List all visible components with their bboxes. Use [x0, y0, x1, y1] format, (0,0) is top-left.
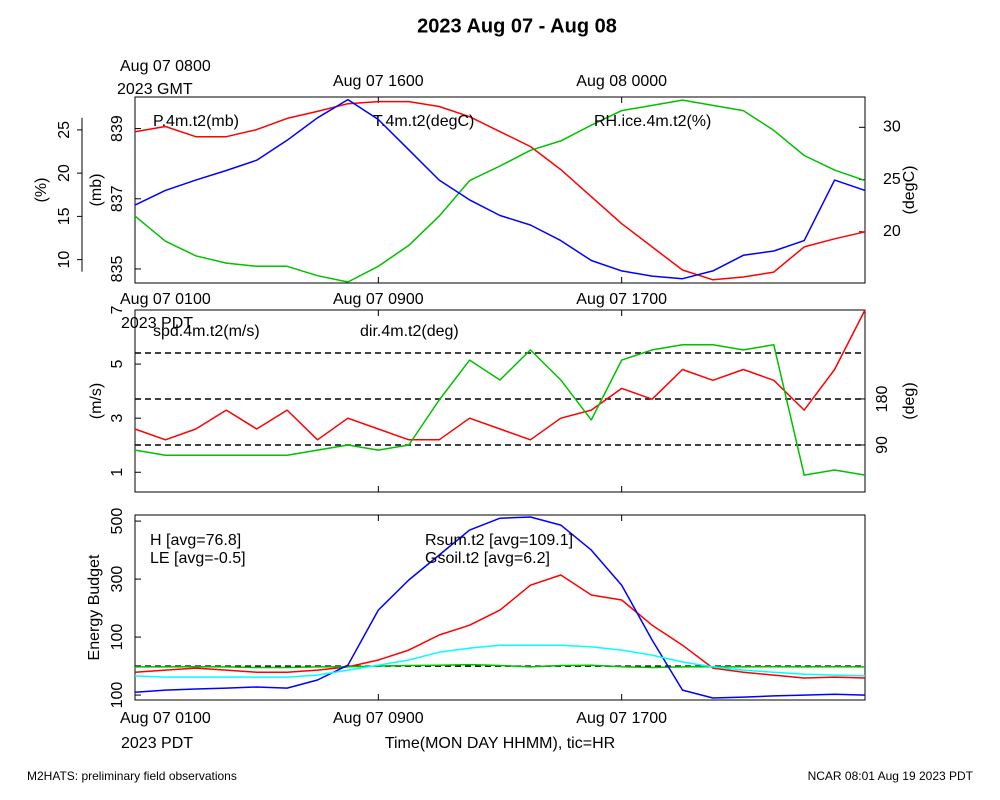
- x-tick-label: Aug 07 0100: [120, 291, 211, 308]
- y-tick-label: 5: [109, 360, 126, 369]
- y-axis-label: (mb): [88, 174, 105, 207]
- y-tick-label: 1: [109, 468, 126, 477]
- legend-label: Gsoil.t2 [avg=6.2]: [425, 550, 550, 567]
- chart-title: 2023 Aug 07 - Aug 08: [417, 15, 617, 37]
- y-tick-label: 15: [56, 207, 73, 225]
- x-axis-label: Time(MON DAY HHMM), tic=HR: [385, 735, 615, 752]
- x-tick-note: 2023 GMT: [117, 81, 193, 98]
- x-tick-label: Aug 07 0100: [120, 710, 211, 727]
- y-axis-label: Energy Budget: [86, 554, 103, 660]
- data-line: [134, 100, 866, 281]
- y-tick-label: 180: [874, 386, 891, 413]
- x-tick-label: Aug 07 0900: [333, 291, 424, 308]
- y-tick-label: 100: [109, 624, 126, 651]
- data-line: [134, 309, 866, 441]
- data-line: [134, 98, 866, 280]
- y-tick-label: 839: [109, 115, 126, 142]
- x-tick-label: Aug 07 1600: [333, 73, 424, 90]
- x-tick-note: 2023 PDT: [121, 315, 193, 332]
- x-tick-label: Aug 07 0800: [120, 58, 211, 75]
- legend-label: RH.ice.4m.t2(%): [594, 113, 711, 130]
- x-tick-note: 2023 PDT: [121, 735, 193, 752]
- y-axis-label: (deg): [901, 382, 918, 419]
- legend-label: dir.4m.t2(deg): [360, 323, 459, 340]
- legend-label: LE [avg=-0.5]: [150, 550, 246, 567]
- y-tick-label: 25: [883, 171, 901, 188]
- y-tick-label: 20: [56, 164, 73, 182]
- legend-label: P.4m.t2(mb): [153, 113, 239, 130]
- data-line: [135, 663, 866, 669]
- y-tick-label: 20: [883, 223, 901, 240]
- y-tick-label: 837: [109, 185, 126, 212]
- y-tick-label: 300: [109, 566, 126, 593]
- y-tick-label: 500: [109, 508, 126, 535]
- legend-label: Rsum.t2 [avg=109.1]: [425, 532, 573, 549]
- data-line: [134, 344, 866, 476]
- y-tick-label: 835: [109, 256, 126, 283]
- y-axis-label: (degC): [901, 166, 918, 215]
- footer-left: M2HATS: preliminary field observations: [27, 769, 237, 783]
- y-tick-label: 3: [109, 414, 126, 423]
- y-axis-label: (%): [33, 178, 50, 203]
- y-tick-label: 100: [109, 682, 126, 709]
- data-line: [134, 99, 866, 283]
- data-line: [134, 644, 866, 678]
- data-line: [134, 516, 866, 699]
- y-tick-label: 25: [56, 121, 73, 139]
- plot-frame: [134, 514, 866, 701]
- y-tick-label: 30: [883, 119, 901, 136]
- x-tick-label: Aug 07 0900: [333, 710, 424, 727]
- legend-label: spd.4m.t2(m/s): [153, 323, 260, 340]
- legend-label: H [avg=76.8]: [150, 532, 241, 549]
- plot-frame: [134, 309, 866, 493]
- y-axis-label: (m/s): [88, 383, 105, 419]
- y-tick-label: 10: [56, 251, 73, 269]
- data-line: [134, 574, 866, 679]
- x-tick-label: Aug 08 0000: [576, 73, 667, 90]
- x-tick-label: Aug 07 1700: [576, 710, 667, 727]
- y-tick-label: 90: [874, 436, 891, 454]
- footer-right: NCAR 08:01 Aug 19 2023 PDT: [808, 769, 974, 783]
- legend-label: T.4m.t2(degC): [373, 113, 474, 130]
- y-tick-label: 7: [109, 305, 126, 314]
- x-tick-label: Aug 07 1700: [576, 291, 667, 308]
